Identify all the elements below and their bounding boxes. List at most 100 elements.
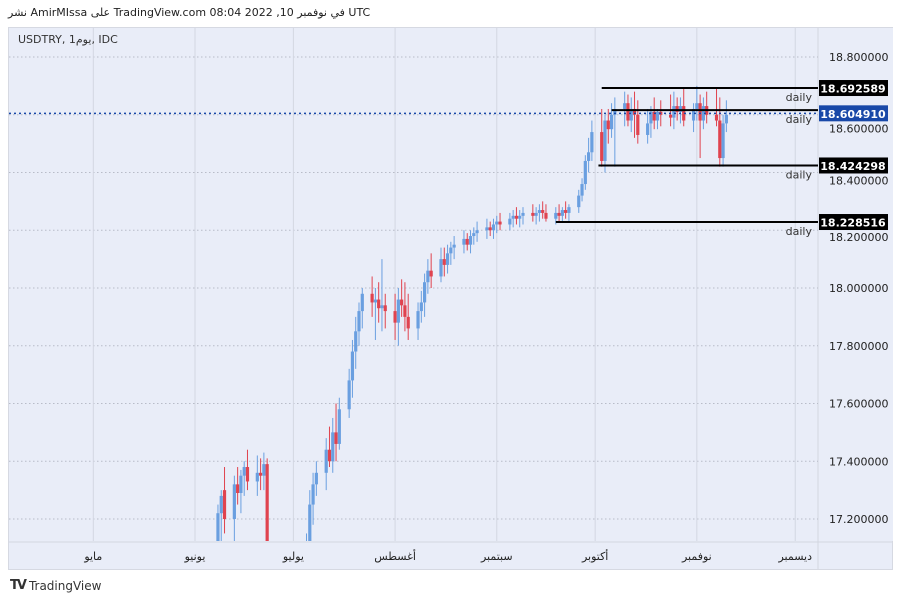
candle-body bbox=[541, 210, 545, 213]
candle-body bbox=[577, 195, 581, 208]
candle-body bbox=[603, 120, 607, 161]
candle-body bbox=[544, 212, 548, 219]
candle-body bbox=[327, 449, 332, 462]
candle-body bbox=[314, 472, 318, 485]
candle-body bbox=[354, 331, 358, 352]
candle-body bbox=[360, 293, 364, 312]
candle-body bbox=[242, 467, 246, 476]
y-tick-label: 18.600000 bbox=[829, 122, 889, 135]
candle-body bbox=[609, 114, 614, 130]
candle-body bbox=[724, 114, 728, 124]
candle-body bbox=[245, 467, 250, 482]
candle-body bbox=[495, 221, 499, 225]
candle-body bbox=[475, 230, 479, 234]
candle-body bbox=[416, 311, 420, 329]
candle-body bbox=[557, 212, 561, 216]
candle-body bbox=[396, 299, 400, 323]
candle-body bbox=[262, 464, 266, 476]
candle-body bbox=[632, 108, 637, 115]
candle-body bbox=[521, 212, 525, 216]
candle-body bbox=[419, 302, 423, 312]
candle-body bbox=[613, 108, 617, 115]
candle-body bbox=[429, 270, 433, 277]
candle-body bbox=[488, 227, 492, 231]
candle-body bbox=[222, 490, 227, 519]
candle-body bbox=[232, 484, 236, 519]
candle-body bbox=[623, 103, 627, 109]
chart-frame bbox=[8, 27, 893, 570]
candle-body bbox=[701, 106, 705, 121]
candle-body bbox=[531, 212, 535, 216]
candle-body bbox=[511, 215, 515, 219]
candle-body bbox=[219, 495, 223, 514]
candle-body bbox=[426, 270, 430, 283]
candle-body bbox=[308, 504, 312, 541]
candle-body bbox=[554, 212, 558, 219]
x-tick-label: نوفمبر bbox=[681, 550, 712, 563]
x-tick-label: يوليو bbox=[282, 550, 304, 563]
candle-body bbox=[498, 221, 502, 225]
candle-body bbox=[698, 103, 702, 121]
candle-body bbox=[583, 160, 587, 185]
tradingview-logo-icon: TV bbox=[10, 578, 27, 593]
candle-body bbox=[491, 224, 496, 231]
candle-body bbox=[675, 106, 679, 112]
candle-body bbox=[334, 432, 338, 444]
y-tick-label: 18.400000 bbox=[829, 174, 889, 187]
candle-body bbox=[239, 475, 243, 494]
candle-body bbox=[383, 305, 387, 312]
candle-body bbox=[373, 299, 377, 303]
candle-body bbox=[649, 111, 653, 124]
candle-body bbox=[324, 449, 328, 473]
candle-body bbox=[534, 212, 538, 216]
y-tick-label: 18.200000 bbox=[829, 231, 889, 244]
candle-body bbox=[655, 111, 660, 121]
candle-body bbox=[370, 293, 374, 303]
candle-body bbox=[629, 108, 633, 121]
candle-body bbox=[560, 210, 564, 216]
x-tick-label: يونيو bbox=[184, 550, 206, 563]
brand-footer: TV TradingView bbox=[10, 578, 101, 593]
y-tick-label: 17.800000 bbox=[829, 340, 889, 353]
candle-body bbox=[678, 106, 683, 112]
candle-body bbox=[400, 299, 404, 306]
candles-group bbox=[216, 85, 728, 541]
candle-body bbox=[265, 464, 269, 541]
candle-body bbox=[311, 484, 315, 505]
candle-body bbox=[452, 244, 456, 248]
candle-body bbox=[393, 311, 397, 323]
y-tick-label: 18.800000 bbox=[829, 51, 889, 64]
candle-body bbox=[682, 106, 686, 121]
candle-body bbox=[331, 432, 335, 462]
candle-body bbox=[567, 207, 571, 213]
candle-body bbox=[357, 311, 361, 332]
y-tick-label: 17.200000 bbox=[829, 513, 889, 526]
candle-body bbox=[652, 111, 656, 121]
brand-name: TradingView bbox=[28, 578, 102, 593]
candle-body bbox=[564, 210, 568, 213]
candle-body bbox=[518, 215, 522, 219]
x-tick-label: أغسطس bbox=[374, 549, 416, 563]
candle-body bbox=[587, 152, 591, 161]
candle-body bbox=[695, 103, 699, 109]
x-tick-label: مايو bbox=[83, 550, 102, 563]
candle-body bbox=[350, 351, 355, 381]
level-price-tag-text: 18.692589 bbox=[820, 83, 885, 96]
level-note-label: daily bbox=[786, 225, 813, 238]
candle-body bbox=[255, 472, 259, 482]
x-tick-label: أكتوبر bbox=[581, 549, 608, 563]
y-tick-label: 18.000000 bbox=[829, 282, 889, 295]
last-price-tag-text: 18.604910 bbox=[820, 108, 886, 121]
candle-body bbox=[406, 316, 410, 329]
candle-body bbox=[468, 236, 473, 245]
candle-body bbox=[600, 132, 604, 161]
candle-body bbox=[485, 227, 489, 231]
candle-body bbox=[259, 472, 263, 476]
candle-body bbox=[377, 299, 381, 309]
level-price-tag bbox=[819, 157, 888, 174]
candle-body bbox=[337, 409, 341, 444]
candle-body bbox=[721, 123, 725, 159]
x-tick-label: سبتمبر bbox=[480, 550, 513, 563]
